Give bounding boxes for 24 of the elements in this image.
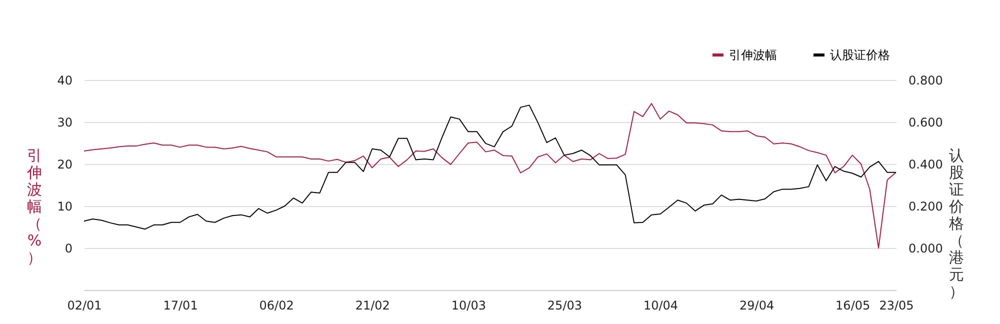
- x-tick-label: 29/04: [740, 298, 774, 312]
- legend-label: 引伸波幅: [729, 48, 777, 62]
- x-tick-label: 25/03: [547, 298, 582, 312]
- y-tick-label: 10: [57, 200, 72, 214]
- y-tick-label: 30: [57, 116, 72, 130]
- x-tick-label: 17/01: [163, 298, 198, 312]
- y-tick-label: 0: [64, 242, 72, 256]
- y2-tick-label: 0.600: [908, 116, 943, 130]
- x-tick-label: 10/04: [643, 298, 678, 312]
- y2-tick-label: 0.400: [908, 158, 943, 172]
- x-tick-label: 02/01: [67, 298, 102, 312]
- text: 认股证价格（港元）: [949, 146, 964, 300]
- x-tick-label: 06/02: [259, 298, 294, 312]
- y2-tick-label: 0.800: [908, 74, 943, 88]
- y2-tick-label: 0.000: [908, 242, 943, 256]
- x-tick-label: 21/02: [355, 298, 390, 312]
- legend-label: 认股证价格: [830, 48, 890, 62]
- x-tick-label: 23/05: [879, 298, 914, 312]
- y-tick-label: 40: [57, 74, 72, 88]
- x-tick-label: 10/03: [451, 298, 486, 312]
- y-axis-title: 引伸波幅（%）: [26, 146, 42, 266]
- y-tick-label: 20: [57, 158, 72, 172]
- x-tick-label: 16/05: [836, 298, 870, 312]
- y2-tick-label: 0.200: [908, 200, 943, 214]
